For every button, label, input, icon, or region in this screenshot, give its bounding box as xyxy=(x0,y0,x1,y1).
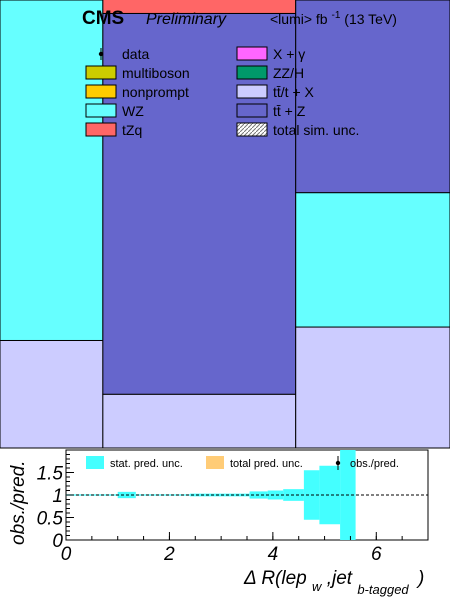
legend-label-tt-t-x: tt̄/t + X xyxy=(273,84,315,100)
lumi-text: <lumi> fb xyxy=(270,11,328,27)
stat-unc-bin-4 xyxy=(190,493,250,497)
ratio-legend-marker xyxy=(335,460,341,466)
legend-swatch-tt-t-x xyxy=(236,84,268,99)
legend-swatch-zz-h xyxy=(236,65,268,80)
ratio-legend-swatch-total-pred-unc xyxy=(206,456,224,469)
stat-unc-bin-9 xyxy=(319,465,341,525)
x-axis-label: Δ R(lep w ,jet b-tagged ) xyxy=(243,568,424,599)
ratio-axes-ticks: 0 2 4 600.511.5 xyxy=(37,449,429,565)
x-axis-label-main: Δ R(lep xyxy=(243,568,307,589)
legend-swatch-tzq xyxy=(85,122,117,137)
bar-tt-t-x-bin-1 xyxy=(0,339,104,449)
legend-data-marker xyxy=(98,51,104,57)
x-tick-label: 2 xyxy=(163,544,175,565)
bar-wz-bin-3 xyxy=(295,192,450,328)
lumi-label: <lumi> fb -1 (13 TeV) xyxy=(270,5,397,27)
ratio-y-axis-label: obs./pred. xyxy=(8,461,29,546)
bar-tt-z-bin-3 xyxy=(295,0,450,194)
x-axis-label-sub-b: b-tagged xyxy=(357,582,409,597)
main-stack-bars xyxy=(0,0,450,449)
lumi-energy: (13 TeV) xyxy=(344,11,397,27)
legend-label-zz-h: ZZ/H xyxy=(273,65,304,81)
legend-label-x: X + γ xyxy=(273,46,305,62)
ratio-legend-label-stat-pred-unc: stat. pred. unc. xyxy=(110,458,183,470)
legend-swatch-total-sim-unc xyxy=(236,122,268,137)
ratio-legend-label-obs-pred: obs./pred. xyxy=(350,458,399,470)
legend-swatch-nonprompt xyxy=(85,84,117,99)
x-tick-label: 6 xyxy=(371,544,382,565)
ratio-legend: stat. pred. unc. total pred. unc. obs./pre… xyxy=(86,456,399,470)
y-tick-label: 1 xyxy=(52,486,63,507)
legend-label-tzq: tZq xyxy=(122,122,142,138)
stat-unc-bin-6 xyxy=(267,490,284,500)
y-tick-label: 1.5 xyxy=(37,464,64,485)
legend-label-nonprompt: nonprompt xyxy=(122,84,189,100)
y-tick-label: 0.5 xyxy=(37,509,64,530)
x-tick-label: 0 xyxy=(61,544,72,565)
bar-tt-t-x-bin-3 xyxy=(295,326,450,449)
x-axis-label-mid: ,jet xyxy=(327,568,353,589)
ratio-legend-swatch-stat-pred-unc xyxy=(86,456,104,469)
lumi-exponent: -1 xyxy=(331,10,340,21)
y-tick-label: 0 xyxy=(52,531,63,552)
cms-label: CMS xyxy=(82,8,124,29)
preliminary-label: Preliminary xyxy=(146,11,227,28)
legend-label-multiboson: multiboson xyxy=(122,65,190,81)
x-axis-label-sub-w: w xyxy=(312,579,323,594)
cms-header: CMS Preliminary <lumi> fb -1 (13 TeV) xyxy=(82,5,397,29)
legend-label-wz: WZ xyxy=(122,103,144,119)
ratio-panel: 0 2 4 600.511.5 stat. pred. unc. total pred.… xyxy=(8,449,429,599)
legend-label-data: data xyxy=(122,46,149,62)
x-tick-label: 4 xyxy=(268,544,279,565)
bar-wz-bin-1 xyxy=(0,0,104,341)
ratio-legend-label-total-pred-unc: total pred. unc. xyxy=(230,458,303,470)
legend-swatch-multiboson xyxy=(85,65,117,80)
legend-swatch-x xyxy=(236,46,268,61)
legend-label-tt-z: tt̄ + Z xyxy=(273,103,306,119)
x-axis-label-end: ) xyxy=(416,568,424,589)
legend-swatch-wz xyxy=(85,103,117,118)
legend-label-total-sim-unc: total sim. unc. xyxy=(273,122,359,138)
main-legend: data multiboson nonprompt WZ tZq X + γ ZZ/H tt̄… xyxy=(85,46,359,138)
legend-swatch-tt-z xyxy=(236,103,268,118)
bar-tt-t-x-bin-2 xyxy=(102,393,297,449)
